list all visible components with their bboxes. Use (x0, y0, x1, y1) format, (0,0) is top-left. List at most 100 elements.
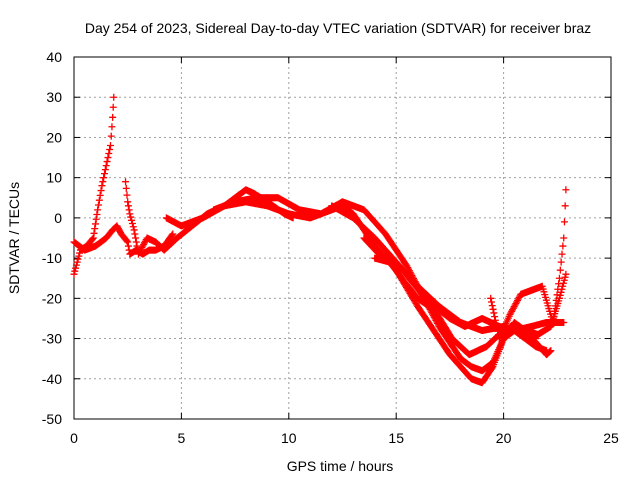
data-point (105, 150, 113, 158)
data-point (561, 202, 569, 210)
data-point (126, 210, 134, 218)
data-point (511, 301, 519, 309)
data-point (74, 255, 82, 263)
data-point (89, 234, 97, 242)
data-point (124, 238, 132, 246)
data-point (107, 132, 115, 140)
data-point (75, 252, 83, 260)
y-tick-label: 0 (54, 210, 62, 226)
data-point (124, 198, 132, 206)
data-point (555, 274, 563, 282)
data-point (506, 310, 514, 318)
data-point (99, 178, 107, 186)
data-point (489, 305, 497, 313)
data-point (513, 298, 521, 306)
data-point (97, 187, 105, 195)
data-point (100, 174, 108, 182)
x-tick-label: 25 (603, 430, 619, 446)
series-2 (70, 222, 177, 258)
data-point (107, 141, 115, 149)
x-axis-label: GPS time / hours (287, 458, 394, 474)
data-point (72, 261, 80, 269)
data-point (403, 262, 411, 270)
data-point (124, 202, 132, 210)
data-point (509, 304, 517, 312)
data-point (130, 226, 138, 234)
data-point (101, 170, 109, 178)
y-tick-label: 20 (46, 129, 62, 145)
data-point (556, 266, 564, 274)
data-point (101, 166, 109, 174)
plot-frame (73, 56, 612, 420)
data-point (122, 184, 130, 192)
series-7 (360, 234, 568, 335)
data-point (94, 201, 102, 209)
data-point (104, 154, 112, 162)
data-point (169, 230, 177, 238)
data-point (129, 223, 137, 231)
data-point (96, 191, 104, 199)
data-point (109, 103, 117, 111)
data-point (108, 123, 116, 131)
series-9 (487, 186, 570, 343)
data-point (106, 146, 114, 154)
y-axis-label: SDTVAR / TECUs (6, 182, 22, 294)
y-tick-label: -30 (42, 331, 62, 347)
data-point (509, 306, 517, 314)
y-tick-label: 10 (46, 170, 62, 186)
data-point (89, 235, 97, 243)
y-tick-label: 30 (46, 89, 62, 105)
data-point (550, 313, 558, 321)
data-point (560, 218, 568, 226)
data-point (71, 267, 79, 275)
data-point (90, 229, 98, 237)
data-point (559, 242, 567, 250)
data-point (73, 258, 81, 266)
data-point (512, 300, 520, 308)
data-point (102, 162, 110, 170)
data-point (513, 296, 521, 304)
data-point (122, 178, 130, 186)
data-point (492, 320, 500, 328)
x-tick-label: 5 (178, 430, 186, 446)
data-point (98, 182, 106, 190)
data-point (123, 237, 131, 245)
data-point (72, 264, 80, 272)
data-point (490, 309, 498, 317)
data-point (543, 347, 551, 355)
x-tick-label: 15 (388, 430, 404, 446)
data-point (124, 242, 132, 250)
data-point (546, 347, 554, 355)
data-point (508, 307, 516, 315)
data-point (128, 216, 136, 224)
data-point (76, 249, 84, 257)
y-tick-label: -40 (42, 371, 62, 387)
data-point (491, 313, 499, 321)
data-points (70, 93, 570, 387)
data-point (554, 285, 562, 293)
data-point (560, 276, 568, 284)
y-tick-label: -50 (42, 411, 62, 427)
data-point (549, 318, 557, 326)
data-point (560, 318, 568, 326)
y-tick-label: -20 (42, 290, 62, 306)
data-point (103, 158, 111, 166)
data-point (553, 291, 561, 299)
data-point (487, 298, 495, 306)
data-point (487, 294, 495, 302)
data-point (132, 238, 140, 246)
data-point (128, 220, 136, 228)
data-point (551, 307, 559, 315)
data-point (491, 316, 499, 324)
data-point (131, 230, 139, 238)
chart-title: Day 254 of 2023, Sidereal Day-to-day VTE… (85, 20, 591, 36)
data-point (95, 196, 103, 204)
data-point (488, 302, 496, 310)
data-point (559, 282, 567, 290)
data-point (404, 264, 412, 272)
data-point (92, 215, 100, 223)
data-point (507, 309, 515, 317)
data-point (110, 93, 118, 101)
data-point (93, 211, 101, 219)
data-point (560, 234, 568, 242)
